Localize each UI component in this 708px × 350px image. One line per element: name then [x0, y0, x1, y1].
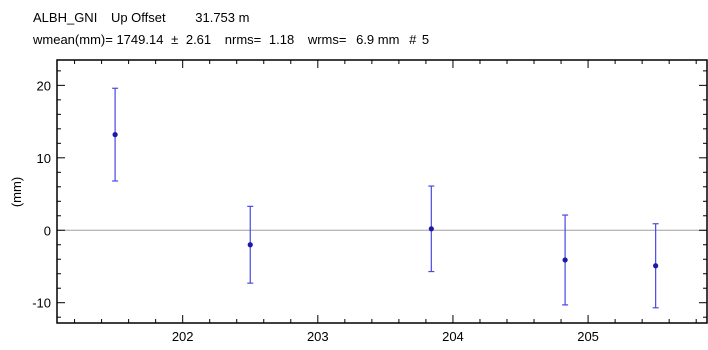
data-point — [112, 132, 118, 138]
count-value: 5 — [422, 32, 429, 47]
y-tick-label: 20 — [37, 78, 51, 93]
y-tick-label: -10 — [32, 296, 51, 311]
title-line-1: ALBH_GNI Up Offset 31.753 m — [33, 10, 249, 25]
x-tick-label: 203 — [307, 329, 329, 344]
y-axis-title: (mm) — [9, 177, 24, 207]
x-tick-label: 204 — [442, 329, 464, 344]
offset-value: 31.753 m — [195, 10, 249, 25]
wrms-label: wrms= — [307, 32, 347, 47]
axis-ticks — [57, 60, 707, 323]
y-tick-label: 10 — [37, 151, 51, 166]
error-bars — [112, 87, 659, 309]
wmean-label: wmean(mm)= — [32, 32, 113, 47]
y-tick-label: 0 — [44, 223, 51, 238]
wrms-value: 6.9 mm — [356, 32, 399, 47]
data-point — [653, 263, 659, 269]
title-line-2: wmean(mm)= 1749.14 ± 2.61 nrms= 1.18 wrm… — [32, 32, 429, 47]
component-label: Up Offset — [111, 10, 166, 25]
nrms-value: 1.18 — [269, 32, 294, 47]
data-point — [562, 257, 568, 263]
station-name: ALBH_GNI — [33, 10, 97, 25]
count-label: # — [409, 32, 417, 47]
plot-frame — [56, 59, 708, 324]
wmean-error: 2.61 — [186, 32, 211, 47]
data-point — [247, 242, 253, 248]
x-tick-label: 202 — [172, 329, 194, 344]
nrms-label: nrms= — [225, 32, 261, 47]
plus-minus-symbol: ± — [171, 32, 178, 47]
data-point — [428, 226, 434, 232]
axis-tick-labels: 202 203 204 205 -10 0 10 20 — [32, 78, 599, 344]
x-tick-label: 205 — [577, 329, 599, 344]
data-points — [112, 132, 659, 269]
wmean-value: 1749.14 — [116, 32, 163, 47]
